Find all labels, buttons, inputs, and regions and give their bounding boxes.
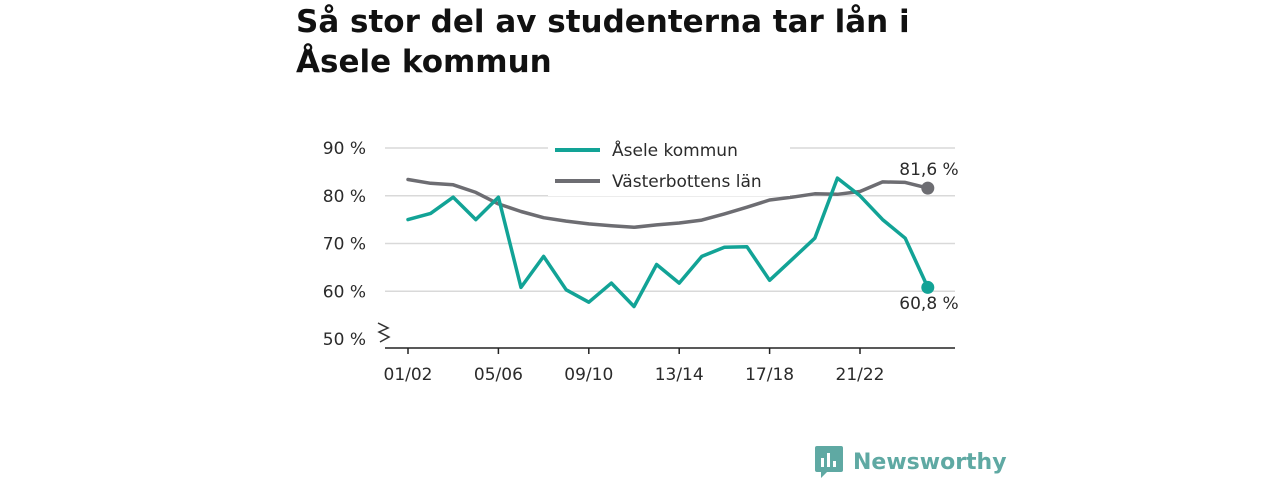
x-tick-label: 01/02 xyxy=(384,365,433,385)
end-markers xyxy=(921,181,935,294)
newsworthy-logo[interactable]: Newsworthy xyxy=(815,446,1007,478)
end-labels: 81,6 % 60,8 % xyxy=(899,160,958,314)
legend-box xyxy=(548,134,790,196)
newsworthy-icon xyxy=(815,446,843,478)
axes: 50 % 60 % 70 % 80 % 90 % 01/02 05/06 09/10 13/14… xyxy=(323,139,955,385)
legend: Åsele kommun Västerbottens län xyxy=(548,134,790,196)
x-tick-label: 21/22 xyxy=(836,365,885,385)
legend-label: Åsele kommun xyxy=(612,139,738,161)
y-tick-label: 50 % xyxy=(323,330,366,350)
series-end-marker xyxy=(921,181,935,195)
x-tick-label: 09/10 xyxy=(564,365,613,385)
y-tick-label: 70 % xyxy=(323,235,366,255)
y-tick-label: 90 % xyxy=(323,139,366,159)
chart-title: Så stor del av studenterna tar lån i Åse… xyxy=(296,4,910,80)
y-tick-label: 60 % xyxy=(323,282,366,302)
series-end-marker xyxy=(921,280,935,294)
x-tick-label: 05/06 xyxy=(474,365,523,385)
brand-name: Newsworthy xyxy=(853,449,1007,475)
x-tick-label: 13/14 xyxy=(655,365,704,385)
end-value-label: 60,8 % xyxy=(899,294,958,314)
end-value-label: 81,6 % xyxy=(899,160,958,180)
legend-label: Västerbottens län xyxy=(612,172,762,192)
series-lines xyxy=(406,176,930,309)
y-tick-label: 80 % xyxy=(323,187,366,207)
x-tick-label: 17/18 xyxy=(745,365,794,385)
series-line xyxy=(406,176,930,309)
axis-break-icon xyxy=(377,322,391,343)
